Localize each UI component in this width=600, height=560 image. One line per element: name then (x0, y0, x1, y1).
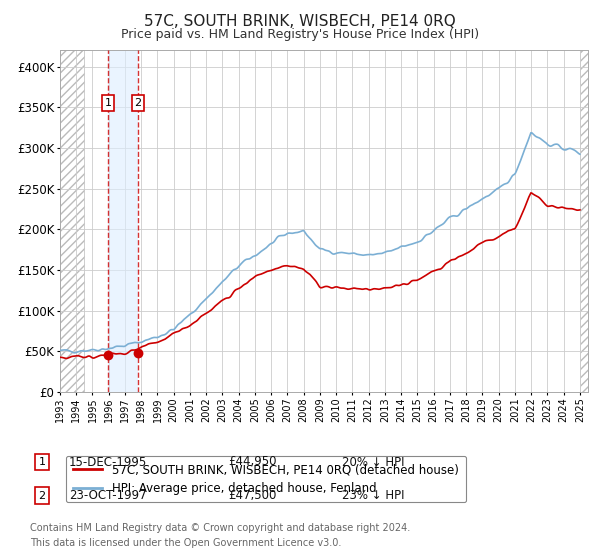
Text: 1: 1 (104, 98, 112, 108)
Bar (580, 50, 588, 392)
Text: 15-DEC-1995: 15-DEC-1995 (69, 455, 147, 469)
Text: 2: 2 (38, 491, 46, 501)
Text: 23% ↓ HPI: 23% ↓ HPI (342, 489, 404, 502)
Legend: 57C, SOUTH BRINK, WISBECH, PE14 0RQ (detached house), HPI: Average price, detach: 57C, SOUTH BRINK, WISBECH, PE14 0RQ (det… (66, 456, 466, 502)
Text: 2: 2 (134, 98, 142, 108)
Text: Contains HM Land Registry data © Crown copyright and database right 2024.: Contains HM Land Registry data © Crown c… (30, 522, 410, 533)
Text: £44,950: £44,950 (228, 455, 277, 469)
Text: 57C, SOUTH BRINK, WISBECH, PE14 0RQ: 57C, SOUTH BRINK, WISBECH, PE14 0RQ (144, 14, 456, 29)
Text: £47,500: £47,500 (228, 489, 277, 502)
Text: 23-OCT-1997: 23-OCT-1997 (69, 489, 146, 502)
Text: 20% ↓ HPI: 20% ↓ HPI (342, 455, 404, 469)
Bar (60, 50, 85, 392)
Point (133, 349, 143, 358)
Text: This data is licensed under the Open Government Licence v3.0.: This data is licensed under the Open Gov… (30, 538, 341, 548)
Point (103, 351, 113, 360)
Text: 1: 1 (38, 457, 46, 467)
Bar (108, 50, 138, 392)
Text: Price paid vs. HM Land Registry's House Price Index (HPI): Price paid vs. HM Land Registry's House … (121, 28, 479, 41)
